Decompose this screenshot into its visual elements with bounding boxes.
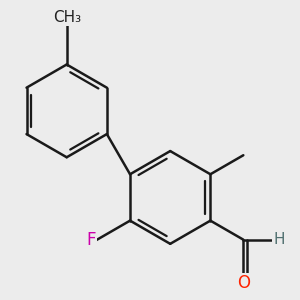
- Text: F: F: [86, 231, 96, 249]
- Text: O: O: [237, 274, 250, 292]
- Text: CH₃: CH₃: [52, 10, 81, 25]
- Text: H: H: [274, 232, 285, 247]
